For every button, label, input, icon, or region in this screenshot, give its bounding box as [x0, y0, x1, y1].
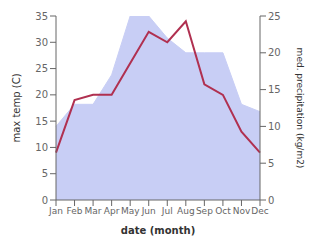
- svg-text:15: 15: [35, 116, 48, 127]
- svg-text:Apr: Apr: [104, 206, 120, 216]
- svg-text:10: 10: [35, 142, 48, 153]
- svg-text:20: 20: [35, 89, 48, 100]
- svg-text:5: 5: [42, 168, 48, 179]
- svg-text:0: 0: [268, 195, 274, 206]
- svg-text:35: 35: [35, 11, 48, 22]
- svg-text:Dec: Dec: [251, 206, 268, 216]
- svg-text:25: 25: [268, 11, 281, 22]
- svg-text:Oct: Oct: [215, 206, 231, 216]
- svg-text:date (month): date (month): [121, 225, 195, 236]
- svg-text:May: May: [121, 206, 140, 216]
- svg-text:Mar: Mar: [85, 206, 102, 216]
- svg-text:30: 30: [35, 37, 48, 48]
- svg-text:Nov: Nov: [233, 206, 251, 216]
- svg-text:10: 10: [268, 121, 281, 132]
- svg-text:Jul: Jul: [161, 206, 173, 216]
- svg-text:20: 20: [268, 47, 281, 58]
- svg-text:Aug: Aug: [177, 206, 195, 216]
- svg-text:25: 25: [35, 63, 48, 74]
- svg-text:5: 5: [268, 158, 274, 169]
- svg-text:med. precipitation (kg/m2): med. precipitation (kg/m2): [295, 48, 305, 169]
- svg-text:Jan: Jan: [48, 206, 63, 216]
- svg-text:Sep: Sep: [196, 206, 213, 216]
- svg-text:15: 15: [268, 84, 281, 95]
- svg-text:Feb: Feb: [67, 206, 83, 216]
- svg-text:Jun: Jun: [141, 206, 156, 216]
- svg-text:max temp (C): max temp (C): [11, 73, 22, 142]
- svg-text:0: 0: [42, 195, 48, 206]
